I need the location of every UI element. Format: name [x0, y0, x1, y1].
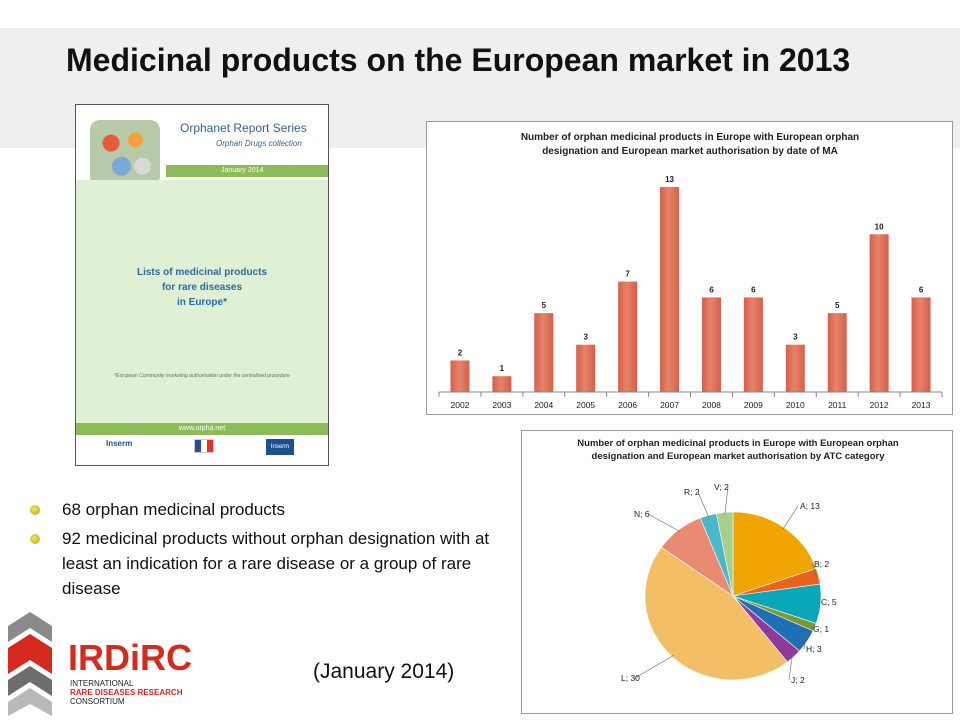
pie-slice-label: N; 6 — [634, 509, 650, 519]
bar-chart: Number of orphan medicinal products in E… — [438, 132, 943, 410]
french-republic-logo — [194, 439, 214, 453]
bar-tick-label: 2005 — [576, 400, 595, 410]
bar-data-label: 5 — [542, 301, 547, 310]
inserm-logo: Inserm — [106, 439, 133, 448]
pie-leader-line — [810, 626, 814, 630]
bar-data-label: 6 — [751, 285, 756, 294]
bullet-dot-icon — [30, 505, 40, 515]
orphanet-logo: Inserm — [266, 439, 294, 455]
bar-data-label: 7 — [625, 270, 630, 279]
pie-leader-line — [697, 491, 710, 518]
cover-series: Orphanet Report Series — [180, 121, 307, 135]
cover-title: Lists of medicinal products for rare dis… — [76, 265, 328, 310]
pie-leader-line — [724, 486, 729, 515]
date-note: (January 2014) — [313, 660, 455, 683]
bar-tick-label: 2007 — [660, 400, 679, 410]
bar-2002 — [450, 360, 470, 392]
bar-tick-label: 2010 — [786, 400, 805, 410]
bar-2004 — [534, 313, 554, 392]
bar-2003 — [492, 376, 512, 392]
bar-tick-label: 2003 — [492, 400, 511, 410]
bar-tick-label: 2011 — [828, 400, 847, 410]
irdirc-line: INTERNATIONAL — [70, 679, 134, 688]
bar-tick-label: 2009 — [744, 400, 763, 410]
bullet-list: 68 orphan medicinal products 92 medicina… — [30, 497, 500, 605]
pie-leader-line — [811, 563, 817, 577]
bullet-item: 68 orphan medicinal products — [30, 497, 500, 522]
cover-footnote: *European Community marketing authorisat… — [114, 373, 290, 379]
pie-slice-label: H; 3 — [806, 644, 822, 654]
bar-chart-title-line: designation and European market authoris… — [542, 146, 838, 157]
pie-slice-label: C; 5 — [821, 597, 837, 607]
cover-date-band — [166, 165, 328, 177]
cover-date: January 2014 — [221, 167, 264, 174]
irdirc-line: CONSORTIUM — [70, 697, 125, 706]
bar-data-label: 1 — [500, 364, 505, 373]
bar-data-label: 3 — [793, 333, 798, 342]
pie-chart-title-line: Number of orphan medicinal products in E… — [577, 438, 899, 449]
bar-2010 — [785, 344, 805, 392]
cover-title-line: Lists of medicinal products — [136, 267, 268, 278]
pie-slice-label: V; 2 — [714, 482, 729, 492]
bar-2009 — [743, 297, 763, 392]
bar-tick-label: 2012 — [870, 400, 889, 410]
report-cover: Orphanet Report Series Orphan Drugs coll… — [75, 104, 329, 466]
pie-leader-line — [634, 655, 674, 679]
bar-data-label: 6 — [919, 285, 924, 294]
bullet-text: 68 orphan medicinal products — [62, 500, 286, 519]
irdirc-logo-name: IRDiRC — [68, 637, 192, 678]
pie-slice-label: G; 1 — [813, 624, 829, 634]
bar-chart-title-line: Number of orphan medicinal products in E… — [521, 132, 859, 143]
pie-slice-label: A; 13 — [800, 501, 820, 511]
pie-chart-panel: Number of orphan medicinal products in E… — [521, 430, 953, 714]
bar-2006 — [618, 281, 638, 392]
bar-tick-label: 2013 — [912, 400, 931, 410]
bar-2008 — [701, 297, 721, 392]
bullet-text: 92 medicinal products without orphan des… — [62, 529, 490, 598]
pie-slice-label: R; 2 — [684, 487, 700, 497]
bar-data-label: 10 — [875, 222, 884, 231]
pie-slice-V — [715, 511, 734, 597]
bar-data-label: 3 — [583, 333, 588, 342]
irdirc-mark-icon — [8, 612, 52, 716]
cover-title-line: for rare diseases — [161, 282, 243, 293]
bar-tick-label: 2006 — [618, 400, 637, 410]
pie-slice-L — [644, 546, 788, 681]
pie-slice-label: J; 2 — [791, 675, 805, 685]
pie-leader-line — [782, 505, 799, 530]
irdirc-line: RARE DISEASES RESEARCH — [70, 688, 183, 697]
bar-tick-label: 2004 — [534, 400, 553, 410]
pie-leader-line — [647, 513, 680, 532]
bullet-dot-icon — [30, 534, 40, 544]
pie-leader-line — [803, 640, 806, 650]
irdirc-logo-subtitle: INTERNATIONAL RARE DISEASES RESEARCH CON… — [70, 679, 182, 706]
pie-slice-label: B; 2 — [814, 559, 829, 569]
bar-data-label: 5 — [835, 301, 840, 310]
bar-data-label: 6 — [709, 285, 714, 294]
bar-data-label: 2 — [458, 348, 463, 357]
pie-slice-label: L; 30 — [621, 673, 640, 683]
cover-url-band — [76, 423, 328, 435]
pills-photo — [90, 120, 160, 186]
cover-collection: Orphan Drugs collection — [216, 139, 302, 148]
bar-2012 — [869, 234, 889, 392]
bullet-item: 92 medicinal products without orphan des… — [30, 526, 500, 601]
bar-tick-label: 2008 — [702, 400, 721, 410]
pie-chart-title-line: designation and European market authoris… — [592, 451, 886, 462]
bar-chart-panel: Number of orphan medicinal products in E… — [426, 121, 953, 415]
bar-tick-label: 2002 — [450, 400, 469, 410]
bar-2005 — [576, 344, 596, 392]
cover-body — [76, 180, 328, 423]
cover-url: www.orpha.net — [178, 425, 226, 432]
bar-2011 — [827, 313, 847, 392]
cover-title-line: in Europe* — [176, 297, 227, 308]
pie-leader-line — [788, 655, 793, 681]
slide-title: Medicinal products on the European marke… — [66, 42, 851, 78]
bar-data-label: 13 — [665, 175, 674, 184]
bar-2007 — [660, 187, 680, 392]
bar-2013 — [911, 297, 931, 392]
pie-chart: Number of orphan medicinal products in E… — [577, 438, 899, 685]
